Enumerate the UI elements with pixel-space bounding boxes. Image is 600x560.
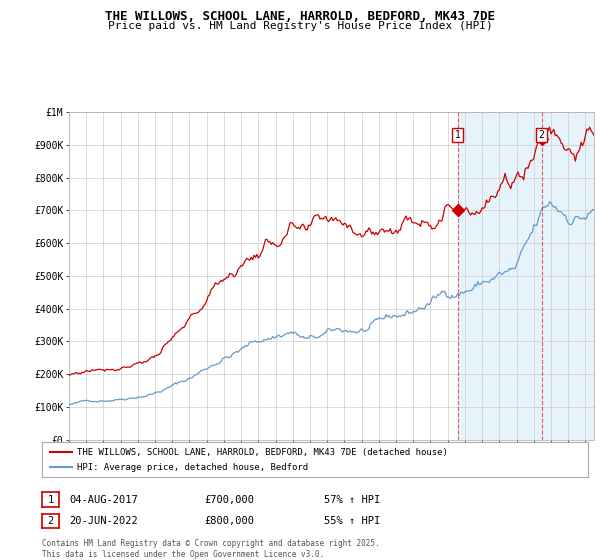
Text: 20-JUN-2022: 20-JUN-2022 — [69, 516, 138, 526]
Bar — [458, 112, 596, 440]
Text: 04-AUG-2017: 04-AUG-2017 — [69, 494, 138, 505]
Text: HPI: Average price, detached house, Bedford: HPI: Average price, detached house, Bedf… — [77, 463, 308, 472]
Text: THE WILLOWS, SCHOOL LANE, HARROLD, BEDFORD, MK43 7DE: THE WILLOWS, SCHOOL LANE, HARROLD, BEDFO… — [105, 10, 495, 23]
Text: 55% ↑ HPI: 55% ↑ HPI — [324, 516, 380, 526]
Text: 57% ↑ HPI: 57% ↑ HPI — [324, 494, 380, 505]
Text: 2: 2 — [47, 516, 53, 526]
Text: £700,000: £700,000 — [204, 494, 254, 505]
Text: Price paid vs. HM Land Registry's House Price Index (HPI): Price paid vs. HM Land Registry's House … — [107, 21, 493, 31]
Text: 1: 1 — [47, 494, 53, 505]
Text: Contains HM Land Registry data © Crown copyright and database right 2025.
This d: Contains HM Land Registry data © Crown c… — [42, 539, 380, 559]
Text: £800,000: £800,000 — [204, 516, 254, 526]
Text: 1: 1 — [455, 130, 461, 140]
Text: THE WILLOWS, SCHOOL LANE, HARROLD, BEDFORD, MK43 7DE (detached house): THE WILLOWS, SCHOOL LANE, HARROLD, BEDFO… — [77, 447, 448, 456]
Text: 2: 2 — [539, 130, 545, 140]
